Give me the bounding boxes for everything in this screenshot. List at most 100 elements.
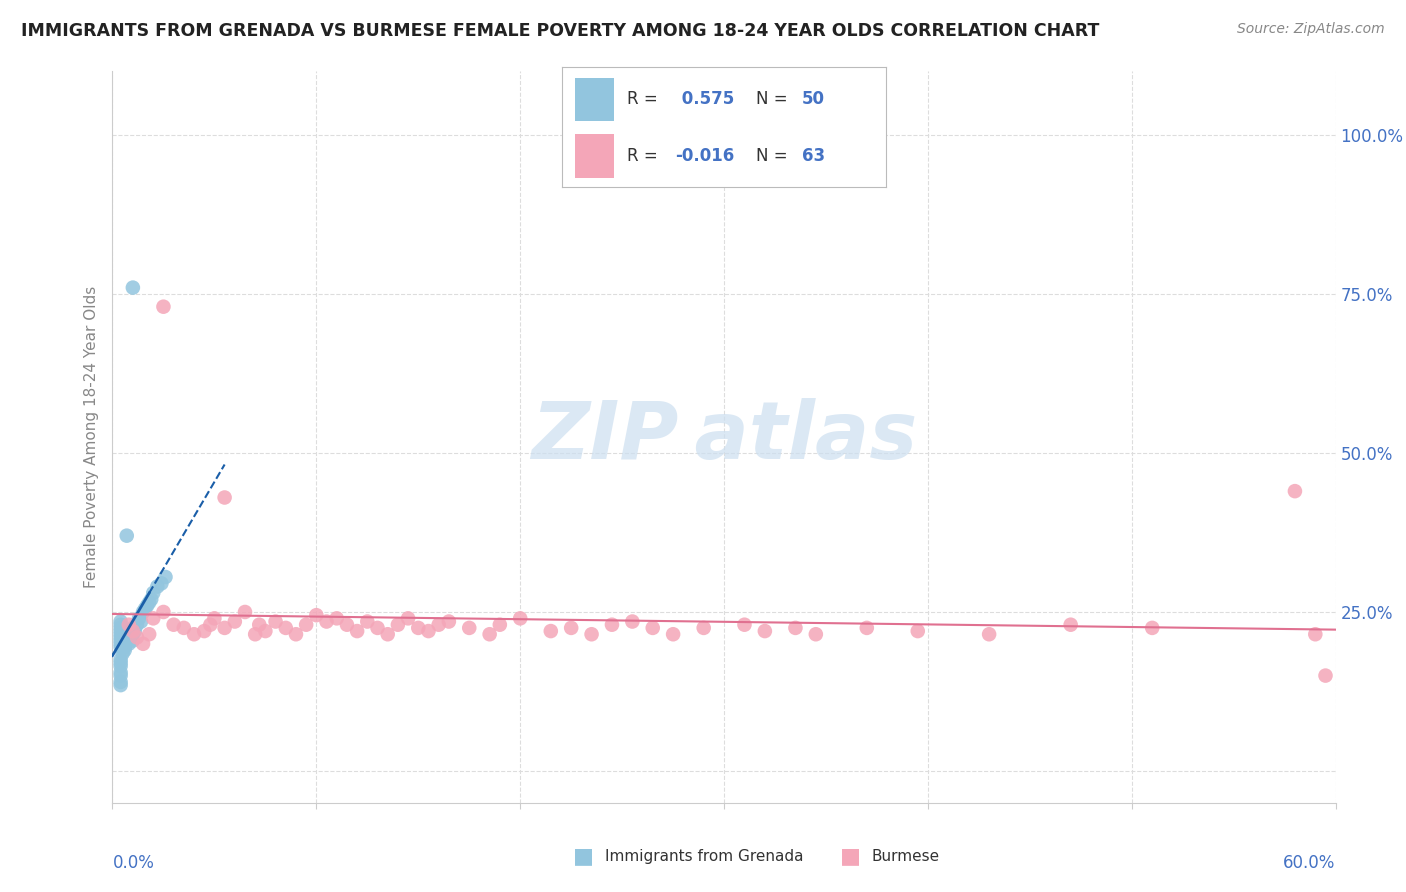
Point	[110, 656, 132, 670]
Point	[111, 637, 134, 651]
Point	[138, 627, 160, 641]
Text: 60.0%: 60.0%	[1284, 854, 1336, 872]
Point	[693, 621, 716, 635]
Point	[366, 621, 388, 635]
Point	[110, 631, 132, 645]
Point	[754, 624, 776, 638]
Point	[214, 621, 236, 635]
Text: Immigrants from Grenada: Immigrants from Grenada	[605, 849, 803, 863]
Point	[336, 617, 359, 632]
Point	[1060, 617, 1083, 632]
Point	[120, 624, 142, 638]
Point	[855, 621, 877, 635]
Point	[1142, 621, 1164, 635]
Point	[110, 659, 132, 673]
Point	[134, 602, 156, 616]
Text: IMMIGRANTS FROM GRENADA VS BURMESE FEMALE POVERTY AMONG 18-24 YEAR OLDS CORRELAT: IMMIGRANTS FROM GRENADA VS BURMESE FEMAL…	[21, 22, 1099, 40]
Point	[114, 637, 136, 651]
Point	[110, 678, 132, 692]
Point	[115, 631, 138, 645]
Point	[128, 611, 150, 625]
Point	[163, 617, 186, 632]
Point	[118, 627, 141, 641]
Point	[979, 627, 1001, 641]
Point	[396, 611, 419, 625]
Point	[408, 621, 430, 635]
Point	[110, 640, 132, 654]
Point	[193, 624, 215, 638]
Text: R =: R =	[627, 90, 664, 109]
Point	[152, 300, 174, 314]
Point	[247, 617, 270, 632]
Point	[152, 605, 174, 619]
Point	[204, 611, 226, 625]
Point	[142, 586, 165, 600]
Point	[785, 621, 807, 635]
Point	[110, 624, 132, 638]
Text: Source: ZipAtlas.com: Source: ZipAtlas.com	[1237, 22, 1385, 37]
Text: Burmese: Burmese	[872, 849, 939, 863]
Point	[150, 576, 173, 591]
Point	[560, 621, 582, 635]
Point	[110, 653, 132, 667]
Point	[305, 608, 328, 623]
Bar	[575, 135, 614, 178]
Point	[118, 637, 141, 651]
Point	[115, 529, 138, 543]
Point	[254, 624, 277, 638]
Point	[295, 617, 318, 632]
Point	[1315, 668, 1337, 682]
Point	[125, 631, 148, 645]
Y-axis label: Female Poverty Among 18-24 Year Olds: Female Poverty Among 18-24 Year Olds	[83, 286, 98, 588]
Point	[110, 615, 132, 629]
Point	[274, 621, 297, 635]
Point	[173, 621, 195, 635]
Point	[458, 621, 481, 635]
Point	[141, 592, 163, 607]
Point	[111, 646, 134, 660]
Text: -0.016: -0.016	[675, 147, 735, 165]
Point	[224, 615, 246, 629]
Point	[125, 617, 148, 632]
Point	[129, 615, 152, 629]
Point	[326, 611, 349, 625]
Point	[641, 621, 664, 635]
Point	[118, 617, 141, 632]
Text: 63: 63	[801, 147, 825, 165]
Point	[155, 570, 177, 584]
Point	[132, 637, 155, 651]
Text: ■: ■	[574, 847, 593, 866]
Point	[122, 280, 145, 294]
Text: ■: ■	[841, 847, 860, 866]
Point	[621, 615, 644, 629]
Text: 50: 50	[801, 90, 825, 109]
Point	[662, 627, 685, 641]
Point	[489, 617, 512, 632]
Bar	[575, 78, 614, 121]
Point	[132, 605, 155, 619]
Point	[110, 633, 132, 648]
Point	[387, 617, 409, 632]
Point	[478, 627, 501, 641]
Point	[138, 595, 160, 609]
Text: 0.575: 0.575	[675, 90, 734, 109]
Point	[377, 627, 399, 641]
Point	[122, 633, 145, 648]
Point	[356, 615, 378, 629]
Point	[110, 637, 132, 651]
Point	[804, 627, 827, 641]
Text: N =: N =	[756, 90, 793, 109]
Point	[245, 627, 267, 641]
Point	[111, 627, 134, 641]
Point	[437, 615, 460, 629]
Point	[581, 627, 603, 641]
Point	[142, 611, 165, 625]
Point	[183, 627, 205, 641]
Point	[110, 627, 132, 641]
Point	[110, 617, 132, 632]
Point	[346, 624, 368, 638]
Point	[264, 615, 287, 629]
Point	[284, 627, 308, 641]
Point	[600, 617, 623, 632]
Point	[124, 624, 146, 638]
